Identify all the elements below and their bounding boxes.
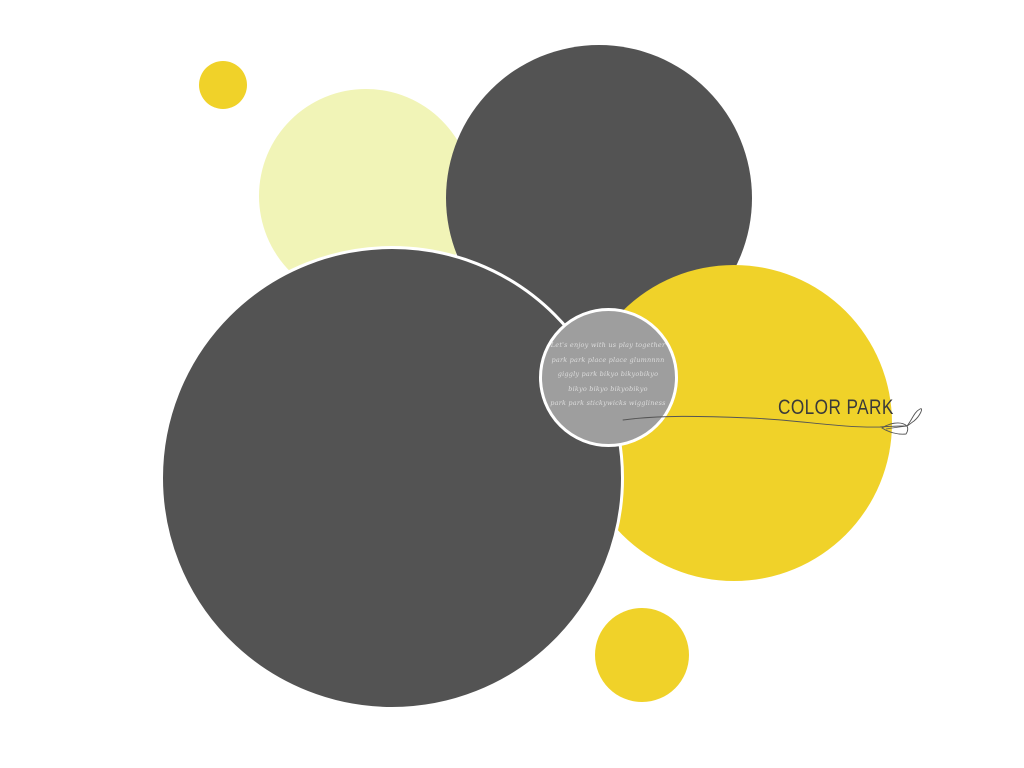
- blurb-line: giggly park bikyo bikyobikyo: [557, 370, 659, 378]
- gray-center-circle: [539, 308, 678, 447]
- brand-title: COLOR PARK: [778, 396, 894, 419]
- blurb-line: bikyo bikyo bikyobikyo: [568, 384, 648, 393]
- blurb-line: park park place place glumnnnn: [551, 355, 665, 364]
- dark-big-circle: [160, 246, 624, 710]
- blurb-line: park park stickywicks wiggliness: [550, 399, 666, 407]
- yellow-bottom-dot: [595, 608, 689, 702]
- leaf-swirl-line-icon: [622, 408, 923, 435]
- blurb-text: Let's enjoy with us play together park p…: [548, 338, 668, 411]
- blurb-line: Let's enjoy with us play together: [550, 341, 666, 349]
- small-yellow-dot: [199, 61, 247, 109]
